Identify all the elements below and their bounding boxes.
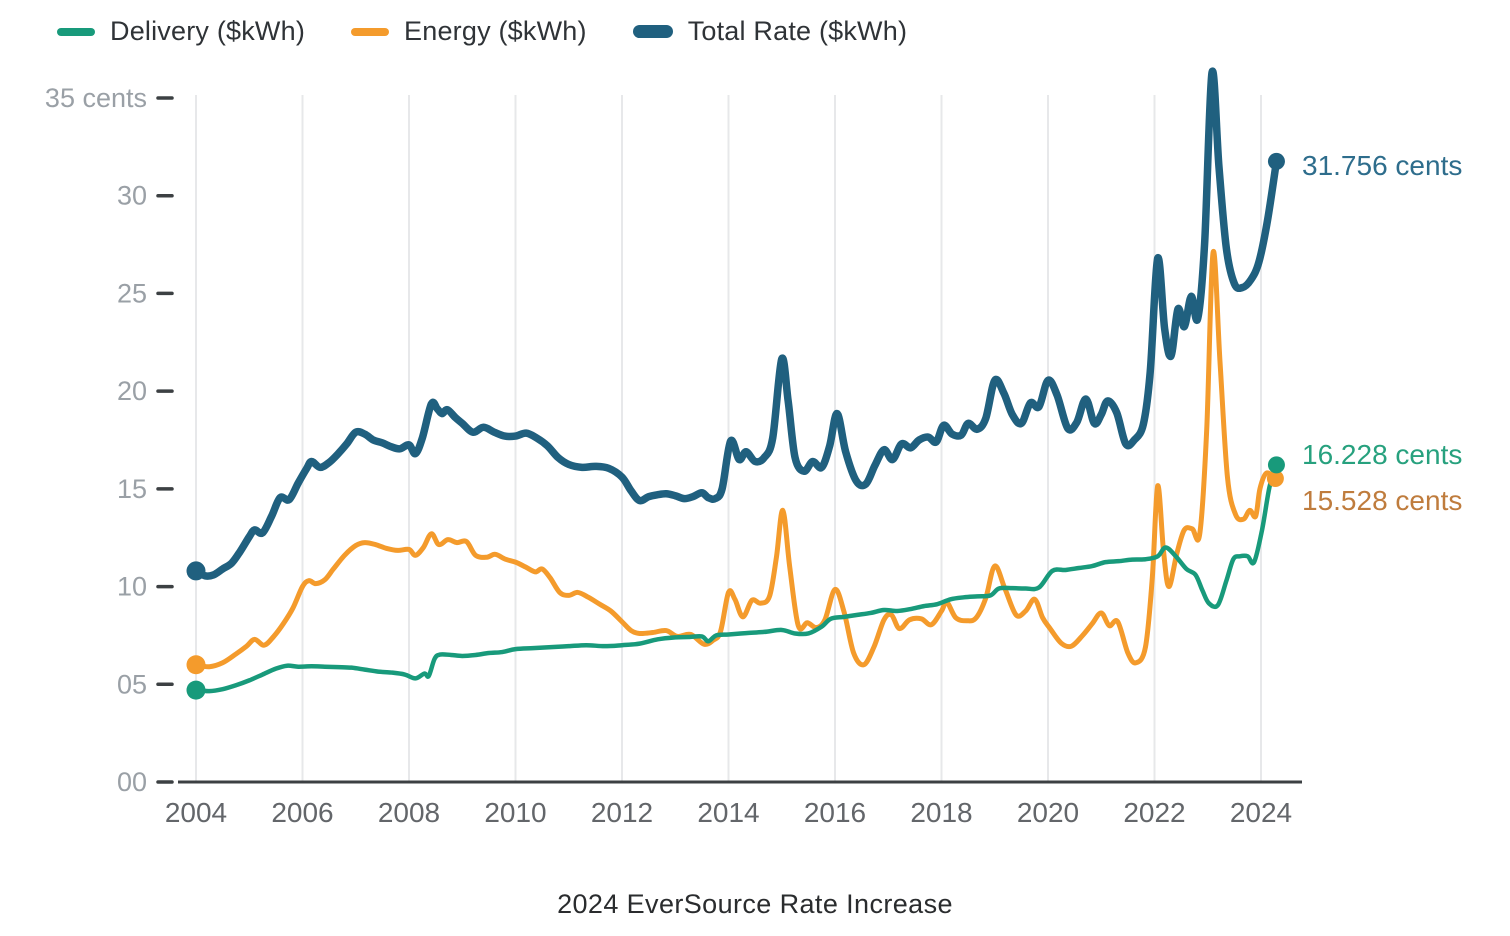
chart-title: 2024 EverSource Rate Increase xyxy=(557,889,953,919)
legend-swatch-icon xyxy=(351,27,390,36)
x-tick-label-2020: 2020 xyxy=(1017,797,1079,828)
x-tick-label-2024: 2024 xyxy=(1230,797,1292,828)
y-tick-label-5: 05 xyxy=(117,669,147,699)
x-tick-label-2004: 2004 xyxy=(165,797,227,828)
y-tick-label-15: 15 xyxy=(117,474,147,504)
legend-label: Energy ($kWh) xyxy=(404,16,587,46)
series-line-total xyxy=(192,67,1281,580)
series-line-delivery xyxy=(193,462,1279,694)
legend-item-delivery: Delivery ($kWh) xyxy=(57,16,305,47)
x-tick-label-2010: 2010 xyxy=(484,797,546,828)
end-label-energy: 15.528 cents xyxy=(1302,485,1463,516)
legend-item-total: Total Rate ($kWh) xyxy=(632,16,908,47)
legend-label: Delivery ($kWh) xyxy=(110,16,306,46)
end-label-delivery: 16.228 cents xyxy=(1302,439,1463,470)
x-tick-label-2022: 2022 xyxy=(1123,797,1185,828)
legend-label: Total Rate ($kWh) xyxy=(687,16,908,46)
y-tick-label-10: 10 xyxy=(117,572,147,602)
end-dot-delivery xyxy=(1267,456,1285,474)
x-tick-label-2014: 2014 xyxy=(697,797,759,828)
y-tick-label-0: 00 xyxy=(117,767,147,797)
end-dot-total xyxy=(1267,152,1285,170)
x-tick-label-2006: 2006 xyxy=(271,797,333,828)
x-tick-label-2012: 2012 xyxy=(591,797,653,828)
end-label-total-rate: 31.756 cents xyxy=(1302,150,1463,181)
rate-line-chart: 35 cents 30 25 20 15 10 05 00 2004 2006 2008 2010 20… xyxy=(45,67,1302,828)
x-tick-label-2018: 2018 xyxy=(910,797,972,828)
end-dot-energy xyxy=(1266,470,1284,488)
series-line-energy xyxy=(193,248,1278,670)
start-dot-total xyxy=(186,561,206,581)
y-tick-label-35: 35 cents xyxy=(45,83,147,113)
legend-swatch-icon xyxy=(632,25,673,38)
y-tick-label-30: 30 xyxy=(117,181,147,211)
start-dot-delivery xyxy=(186,680,206,700)
legend-item-energy: Energy ($kWh) xyxy=(351,16,587,47)
start-dot-energy xyxy=(186,655,206,675)
legend-swatch-icon xyxy=(57,27,95,36)
x-tick-label-2016: 2016 xyxy=(804,797,866,828)
y-tick-label-20: 20 xyxy=(117,376,147,406)
x-tick-label-2008: 2008 xyxy=(378,797,440,828)
legend: Delivery ($kWh) Energy ($kWh) Total Rate (… xyxy=(57,16,907,47)
y-tick-label-25: 25 xyxy=(117,278,147,308)
